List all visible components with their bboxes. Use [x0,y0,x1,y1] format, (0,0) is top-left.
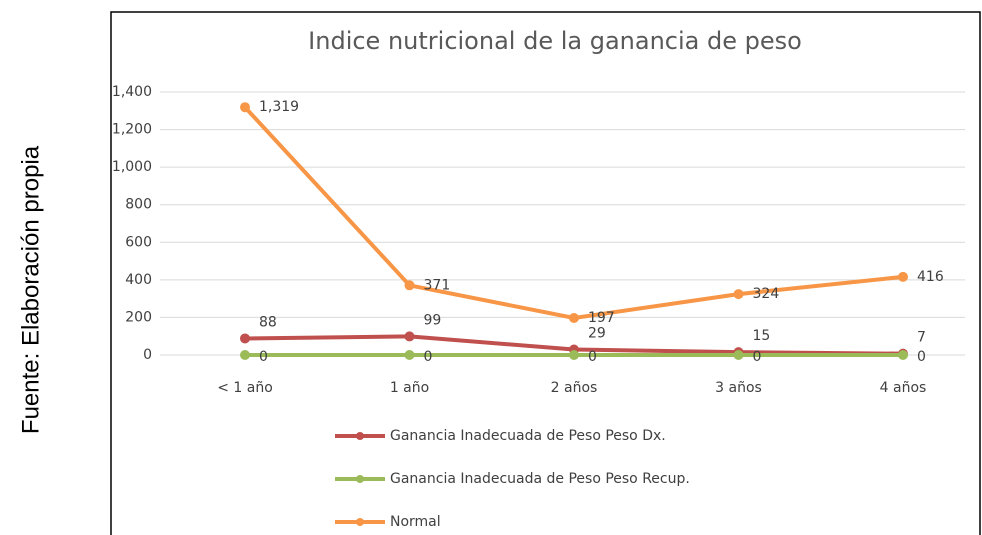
data-point [240,102,250,113]
series-line [243,105,904,321]
y-tick-label: 200 [125,309,152,325]
data-label: 0 [753,349,762,365]
data-point [733,350,744,360]
data-point [569,312,579,323]
y-tick-label: 600 [125,234,152,250]
data-point [240,350,250,360]
source: Fuente: Elaboración propia [17,145,44,434]
data-label: 0 [424,349,433,365]
legend-label: Ganancia Inadecuada de Peso Peso Recup. [390,471,690,487]
data-point [898,271,908,282]
data-point [404,331,415,342]
chart-title: Indice nutricional de la ganancia de pes… [308,27,802,55]
y-tick-label: 400 [125,272,152,288]
data-label: 416 [917,269,944,285]
data-label: 88 [259,314,277,330]
data-label: 197 [588,310,615,326]
data-point [240,333,250,344]
legend-label: Ganancia Inadecuada de Peso Peso Dx. [390,428,666,444]
data-point [898,350,908,360]
data-label: 324 [753,286,780,302]
data-label: 371 [424,277,451,293]
data-label: 7 [917,330,926,346]
data-point [404,350,415,360]
data-label: 15 [753,328,771,344]
y-tick-label: 1,000 [112,159,152,175]
y-tick-label: 1,200 [112,122,152,138]
y-tick-label: 800 [125,197,152,213]
data-label: 1,319 [259,99,299,115]
x-tick-label: 4 años [880,380,927,396]
legend-marker [356,518,364,526]
data-label: 0 [917,349,926,365]
legend-marker [356,475,364,483]
x-tick-label: 1 año [390,380,429,396]
data-label: 0 [259,349,268,365]
x-tick-label: 3 años [715,380,762,396]
y-tick-label: 0 [143,347,152,363]
chart-border [110,11,981,535]
y-tick-label: 1,400 [112,84,152,100]
x-tick-label: < 1 año [217,380,273,396]
legend-label: Normal [390,514,441,530]
data-point [404,280,415,291]
legend-marker [356,432,364,440]
data-label: 0 [588,349,597,365]
data-label: 99 [424,312,442,328]
data-point [569,350,579,360]
data-point [733,289,744,300]
data-label: 29 [588,326,606,342]
x-tick-label: 2 años [551,380,598,396]
